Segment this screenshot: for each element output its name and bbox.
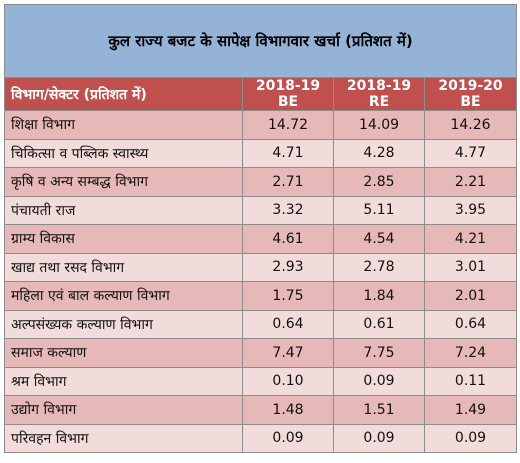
value-cell: 4.61: [242, 224, 334, 254]
table-row: परिवहन विभाग 0.09 0.09 0.09: [4, 423, 518, 453]
value-cell: 0.64: [423, 309, 518, 339]
department-name-cell: पंचायती राज: [4, 195, 243, 225]
value-cell: 4.71: [242, 138, 334, 168]
table-row: कृषि व अन्य सम्बद्ध विभाग 2.71 2.85 2.21: [4, 167, 518, 197]
value-cell: 4.28: [333, 138, 425, 168]
value-cell: 1.51: [333, 395, 425, 425]
value-cell: 1.49: [423, 395, 518, 425]
value-cell: 7.75: [333, 338, 425, 368]
header-2018-19-re: 2018-19 RE: [333, 77, 425, 111]
header-2018-19-be: 2018-19 BE: [242, 77, 334, 111]
table-title-row: कुल राज्य बजट के सापेक्ष विभागवार खर्चा …: [3, 4, 518, 78]
value-cell: 0.64: [242, 309, 334, 339]
table-row: खाद्य तथा रसद विभाग 2.93 2.78 3.01: [4, 252, 518, 282]
value-cell: 1.75: [242, 281, 334, 311]
value-cell: 14.26: [423, 110, 518, 140]
table-row: महिला एवं बाल कल्याण विभाग 1.75 1.84 2.01: [4, 281, 518, 311]
value-cell: 0.10: [242, 366, 334, 396]
budget-table: कुल राज्य बजट के सापेक्ष विभागवार खर्चा …: [3, 4, 518, 453]
value-cell: 3.01: [423, 252, 518, 282]
table-title: कुल राज्य बजट के सापेक्ष विभागवार खर्चा …: [3, 4, 518, 78]
value-cell: 1.48: [242, 395, 334, 425]
department-name-cell: अल्पसंख्यक कल्याण विभाग: [4, 309, 243, 339]
value-cell: 2.01: [423, 281, 518, 311]
department-name-cell: ग्राम्य विकास: [4, 224, 243, 254]
value-cell: 7.24: [423, 338, 518, 368]
value-cell: 4.77: [423, 138, 518, 168]
department-name-cell: महिला एवं बाल कल्याण विभाग: [4, 281, 243, 311]
department-name-cell: परिवहन विभाग: [4, 423, 243, 453]
department-name-cell: समाज कल्याण: [4, 338, 243, 368]
value-cell: 5.11: [333, 195, 425, 225]
department-name-cell: उद्योग विभाग: [4, 395, 243, 425]
value-cell: 0.11: [423, 366, 518, 396]
value-cell: 2.71: [242, 167, 334, 197]
value-cell: 1.84: [333, 281, 425, 311]
value-cell: 0.09: [242, 423, 334, 453]
value-cell: 3.95: [423, 195, 518, 225]
department-name-cell: श्रम विभाग: [4, 366, 243, 396]
value-cell: 4.21: [423, 224, 518, 254]
header-2019-20-be: 2019-20 BE: [423, 77, 518, 111]
table-row: श्रम विभाग 0.10 0.09 0.11: [4, 366, 518, 396]
table-row: पंचायती राज 3.32 5.11 3.95: [4, 195, 518, 225]
table-row: ग्राम्य विकास 4.61 4.54 4.21: [4, 224, 518, 254]
value-cell: 14.09: [333, 110, 425, 140]
value-cell: 2.21: [423, 167, 518, 197]
value-cell: 0.61: [333, 309, 425, 339]
value-cell: 0.09: [333, 366, 425, 396]
department-name-cell: शिक्षा विभाग: [4, 110, 243, 140]
value-cell: 14.72: [242, 110, 334, 140]
table-header-row: विभाग/सेक्टर (प्रतिशत में) 2018-19 BE 20…: [4, 77, 518, 111]
value-cell: 2.78: [333, 252, 425, 282]
department-name-cell: खाद्य तथा रसद विभाग: [4, 252, 243, 282]
value-cell: 7.47: [242, 338, 334, 368]
table-row: चिकित्सा व पब्लिक स्वास्थ्य 4.71 4.28 4.77: [4, 138, 518, 168]
value-cell: 2.93: [242, 252, 334, 282]
value-cell: 0.09: [423, 423, 518, 453]
table-row: समाज कल्याण 7.47 7.75 7.24: [4, 338, 518, 368]
header-department: विभाग/सेक्टर (प्रतिशत में): [4, 77, 243, 111]
department-name-cell: कृषि व अन्य सम्बद्ध विभाग: [4, 167, 243, 197]
department-name-cell: चिकित्सा व पब्लिक स्वास्थ्य: [4, 138, 243, 168]
value-cell: 2.85: [333, 167, 425, 197]
value-cell: 3.32: [242, 195, 334, 225]
budget-table-container: कुल राज्य बजट के सापेक्ष विभागवार खर्चा …: [3, 4, 518, 453]
table-row: उद्योग विभाग 1.48 1.51 1.49: [4, 395, 518, 425]
value-cell: 4.54: [333, 224, 425, 254]
table-row: शिक्षा विभाग 14.72 14.09 14.26: [4, 110, 518, 140]
table-row: अल्पसंख्यक कल्याण विभाग 0.64 0.61 0.64: [4, 309, 518, 339]
value-cell: 0.09: [333, 423, 425, 453]
